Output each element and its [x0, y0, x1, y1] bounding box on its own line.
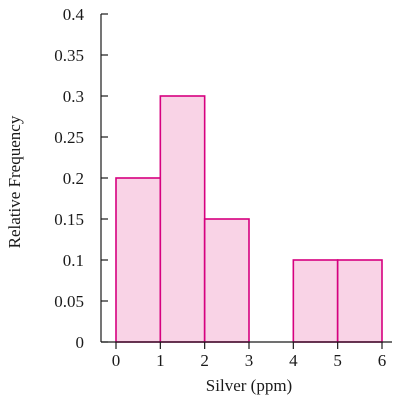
bar-0-1	[115, 177, 162, 343]
bar-4-5	[292, 259, 339, 343]
bars	[115, 95, 383, 343]
y-tick-label: 0.1	[63, 251, 84, 270]
y-tick-label: 0.4	[63, 5, 85, 24]
y-tick-label: 0.25	[54, 128, 84, 147]
x-ticks: 0 1 2 3 4 5 6	[112, 342, 387, 370]
y-tick-label: 0.2	[63, 169, 84, 188]
y-tick-label: 0	[76, 333, 85, 352]
y-ticks: 0 0.05 0.1 0.15 0.2 0.25 0.3 0.35 0.4	[54, 5, 108, 352]
x-axis-title: Silver (ppm)	[206, 376, 292, 395]
bar-5-6	[336, 259, 383, 343]
x-tick-label: 5	[333, 351, 342, 370]
x-tick-label: 6	[378, 351, 387, 370]
x-tick-label: 4	[289, 351, 298, 370]
y-axis-title: Relative Frequency	[5, 115, 24, 248]
x-tick-label: 3	[245, 351, 254, 370]
y-tick-label: 0.15	[54, 210, 84, 229]
x-tick-label: 0	[112, 351, 121, 370]
y-tick-label: 0.35	[54, 46, 84, 65]
bar-1-2	[159, 95, 206, 343]
x-tick-label: 1	[156, 351, 165, 370]
bar-2-3	[203, 218, 250, 343]
y-tick-label: 0.3	[63, 87, 84, 106]
x-tick-label: 2	[200, 351, 209, 370]
y-tick-label: 0.05	[54, 292, 84, 311]
